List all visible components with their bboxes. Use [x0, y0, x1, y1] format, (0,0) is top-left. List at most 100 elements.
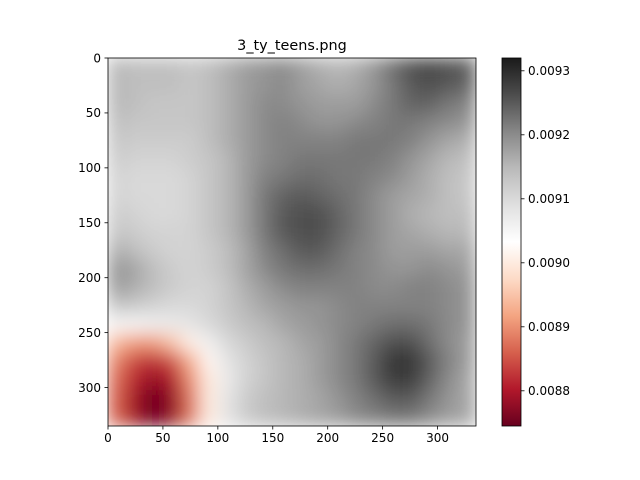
- heatmap-cell: [199, 112, 219, 133]
- heatmap-cell: [309, 278, 330, 298]
- heatmap-cell: [438, 241, 459, 261]
- heatmap-cell: [181, 167, 201, 188]
- heatmap-cell: [291, 407, 311, 426]
- heatmap-cell: [236, 223, 256, 243]
- heatmap-cell: [291, 186, 311, 206]
- heatmap-cell: [438, 112, 459, 133]
- heatmap-cell: [181, 315, 201, 335]
- heatmap-cell: [309, 58, 330, 77]
- heatmap-cell: [108, 94, 127, 114]
- x-tick-label: 250: [371, 431, 394, 445]
- heatmap-cell: [401, 407, 422, 426]
- heatmap-cell: [217, 58, 238, 77]
- heatmap-cell: [365, 112, 385, 133]
- heatmap-cell: [309, 315, 330, 335]
- heatmap-cell: [438, 58, 459, 77]
- plot-area: [108, 58, 476, 426]
- heatmap-cell: [125, 149, 146, 169]
- heatmap-cell: [125, 167, 146, 188]
- heatmap-cell: [438, 315, 459, 335]
- heatmap-cell: [328, 241, 348, 261]
- heatmap-cell: [346, 370, 367, 390]
- heatmap-cell: [181, 112, 201, 133]
- heatmap-cell: [108, 388, 127, 409]
- heatmap-cell: [236, 75, 256, 96]
- heatmap-cell: [365, 58, 385, 77]
- colorbar-tick-label: 0.0092: [528, 128, 570, 142]
- heatmap-cell: [346, 259, 367, 280]
- heatmap-cell: [328, 112, 348, 133]
- heatmap-cell: [236, 407, 256, 426]
- heatmap-cell: [144, 112, 164, 133]
- heatmap-cell: [254, 149, 275, 169]
- heatmap-cell: [199, 388, 219, 409]
- heatmap-cell: [401, 204, 422, 225]
- y-tick-label: 200: [78, 271, 101, 285]
- heatmap-cell: [346, 112, 367, 133]
- heatmap-cell: [346, 94, 367, 114]
- heatmap-cell: [273, 315, 293, 335]
- heatmap-cell: [365, 75, 385, 96]
- heatmap-cell: [309, 241, 330, 261]
- heatmap-cell: [401, 351, 422, 372]
- heatmap-cell: [199, 296, 219, 317]
- heatmap-cell: [236, 149, 256, 169]
- heatmap-cell: [457, 75, 476, 96]
- heatmap-cell: [457, 278, 476, 298]
- heatmap-cell: [365, 351, 385, 372]
- heatmap-cell: [236, 167, 256, 188]
- heatmap-cell: [420, 241, 440, 261]
- heatmap-cell: [383, 112, 403, 133]
- heatmap-cell: [383, 370, 403, 390]
- x-axis: 0 50 100 150 200 250 300: [104, 426, 449, 445]
- heatmap-cell: [420, 370, 440, 390]
- heatmap-cell: [420, 94, 440, 114]
- heatmap-cell: [236, 58, 256, 77]
- heatmap-cell: [365, 388, 385, 409]
- heatmap-cell: [291, 388, 311, 409]
- chart-title: 3_ty_teens.png: [237, 38, 347, 54]
- plot-frame: [107, 57, 477, 427]
- heatmap-cell: [291, 296, 311, 317]
- heatmap-cell: [254, 167, 275, 188]
- heatmap-cell: [108, 407, 127, 426]
- heatmap-cell: [217, 223, 238, 243]
- heatmap-cell: [309, 186, 330, 206]
- heatmap-cell: [108, 351, 127, 372]
- colorbar-tick-label: 0.0090: [528, 256, 570, 270]
- colorbar-tick-label: 0.0089: [528, 320, 570, 334]
- heatmap-cell: [236, 259, 256, 280]
- heatmap-cell: [309, 333, 330, 353]
- heatmap-cell: [291, 167, 311, 188]
- heatmap-cell: [217, 296, 238, 317]
- heatmap-cell: [162, 315, 183, 335]
- heatmap-cell: [309, 388, 330, 409]
- heatmap-cell: [254, 186, 275, 206]
- heatmap-cell: [108, 149, 127, 169]
- heatmap-cell: [254, 75, 275, 96]
- heatmap-cell: [144, 186, 164, 206]
- heatmap-cell: [309, 223, 330, 243]
- heatmap-cell: [309, 370, 330, 390]
- heatmap-cell: [401, 241, 422, 261]
- heatmap-cell: [144, 149, 164, 169]
- x-tick-label: 200: [316, 431, 339, 445]
- heatmap-cell: [217, 407, 238, 426]
- heatmap-cell: [420, 186, 440, 206]
- heatmap-cell: [108, 278, 127, 298]
- heatmap-cell: [328, 223, 348, 243]
- heatmap-cell: [291, 259, 311, 280]
- heatmap-cell: [346, 351, 367, 372]
- heatmap-cell: [254, 58, 275, 77]
- heatmap-cell: [438, 167, 459, 188]
- heatmap-cell: [291, 58, 311, 77]
- heatmap-cell: [457, 241, 476, 261]
- heatmap-cell: [457, 149, 476, 169]
- heatmap-cell: [365, 223, 385, 243]
- heatmap-cell: [236, 351, 256, 372]
- heatmap-cell: [108, 75, 127, 96]
- heatmap-cell: [457, 333, 476, 353]
- heatmap-cell: [108, 315, 127, 335]
- heatmap-cell: [254, 278, 275, 298]
- heatmap-cell: [181, 149, 201, 169]
